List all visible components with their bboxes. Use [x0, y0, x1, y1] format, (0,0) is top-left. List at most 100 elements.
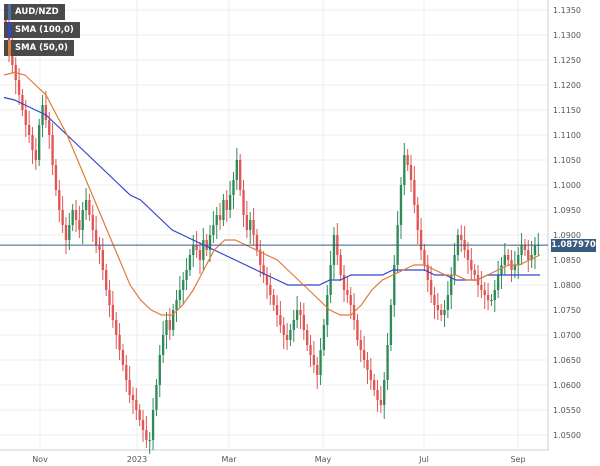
candle-body [215, 215, 218, 225]
candle-body [356, 320, 359, 340]
candle-body [111, 305, 115, 320]
candle-body [11, 50, 14, 65]
candle-body [403, 155, 406, 185]
y-tick-label: 1.1200 [553, 81, 581, 90]
y-tick-label: 1.1300 [553, 31, 581, 40]
candle-body [366, 360, 369, 370]
candle-body [306, 330, 309, 345]
candle-body [460, 235, 463, 240]
candle-body [275, 305, 279, 315]
candle-body [105, 270, 108, 290]
candle-body [245, 215, 249, 230]
candle-body [527, 250, 530, 260]
candle-body [138, 410, 141, 420]
candle-body [322, 325, 326, 350]
candle-body [131, 395, 135, 400]
candle-body [61, 210, 64, 225]
candle-body [4, 15, 7, 25]
candle-body [101, 250, 104, 270]
candle-body [91, 215, 94, 230]
candle-body [517, 255, 520, 265]
candle-body [383, 380, 386, 405]
candle-body [359, 340, 362, 350]
candle-body [533, 245, 537, 255]
candle-body [51, 135, 54, 165]
y-tick-label: 1.0600 [553, 381, 581, 390]
candle-body [195, 245, 198, 250]
legend-swatch-audnzd [8, 4, 11, 20]
y-axis-ticks: 1.1350 1.1300 1.1250 1.1200 1.1150 1.1100 1.10… [553, 6, 581, 440]
candle-body [17, 80, 21, 95]
candle-body [483, 290, 486, 295]
candle-body [128, 380, 131, 395]
candle-body [115, 320, 118, 335]
y-tick-label: 1.0550 [553, 406, 581, 415]
legend-item-sma100: SMA (100,0) [4, 22, 80, 38]
candle-body [269, 285, 272, 295]
candle-body [393, 265, 396, 305]
candle-body [148, 440, 151, 441]
candle-body [161, 335, 165, 355]
candle-body [332, 235, 336, 265]
candle-body [225, 200, 228, 210]
x-tick-label: Jul [418, 455, 429, 464]
candle-body [145, 430, 148, 440]
candle-body [71, 210, 74, 225]
y-tick-label: 1.0500 [553, 431, 581, 440]
candle-body [470, 260, 473, 270]
candle-body [429, 280, 433, 295]
candle-body [88, 200, 91, 215]
candle-body [125, 365, 128, 380]
candle-body [172, 310, 175, 330]
x-axis-ticks: Nov 2023 Mar May Jul Sep [32, 455, 525, 464]
candle-body [399, 185, 403, 225]
candle-body [413, 180, 416, 205]
legend-label-sma100: SMA (100,0) [15, 25, 74, 35]
y-tick-label: 1.1250 [553, 56, 581, 65]
candle-body [84, 200, 88, 210]
candle-body [480, 285, 483, 290]
y-tick-label: 1.0650 [553, 356, 581, 365]
candle-body [292, 320, 295, 330]
legend-swatch-sma50 [8, 40, 11, 56]
candle-body [490, 300, 493, 301]
y-tick-label: 1.0900 [553, 231, 581, 240]
candle-body [218, 215, 222, 220]
candle-body [376, 390, 379, 400]
candle-body [419, 230, 423, 250]
candle-body [513, 265, 517, 270]
candle-body [373, 380, 376, 390]
candle-body [235, 160, 238, 180]
candle-body [523, 245, 527, 250]
candle-body [34, 150, 37, 160]
candle-body [446, 295, 450, 310]
x-tick-label: 2023 [127, 455, 147, 464]
candle-body [406, 155, 409, 165]
candle-body [212, 225, 215, 235]
candle-body [319, 350, 322, 375]
candle-body [507, 255, 510, 260]
y-tick-label: 1.0750 [553, 306, 581, 315]
candle-body [423, 250, 426, 265]
x-tick-label: Nov [32, 455, 48, 464]
last-price-tag: 1.087970 [551, 238, 596, 252]
candle-body [178, 290, 182, 300]
candle-body [21, 95, 24, 110]
candle-body [285, 335, 289, 340]
candle-body [346, 290, 349, 295]
candle-body [302, 315, 305, 330]
candle-body [466, 250, 470, 260]
candle-body [24, 110, 27, 125]
y-tick-label: 1.1150 [553, 106, 581, 115]
y-tick-label: 1.0950 [553, 206, 581, 215]
candle-body [38, 125, 41, 160]
candle-body [108, 290, 111, 305]
candle-body [450, 275, 453, 295]
candle-body [151, 410, 155, 440]
candle-body [31, 135, 34, 150]
candle-body [433, 295, 436, 305]
candle-body [362, 350, 366, 360]
candle-body [386, 345, 389, 380]
legend-label-audnzd: AUD/NZD [15, 7, 59, 17]
